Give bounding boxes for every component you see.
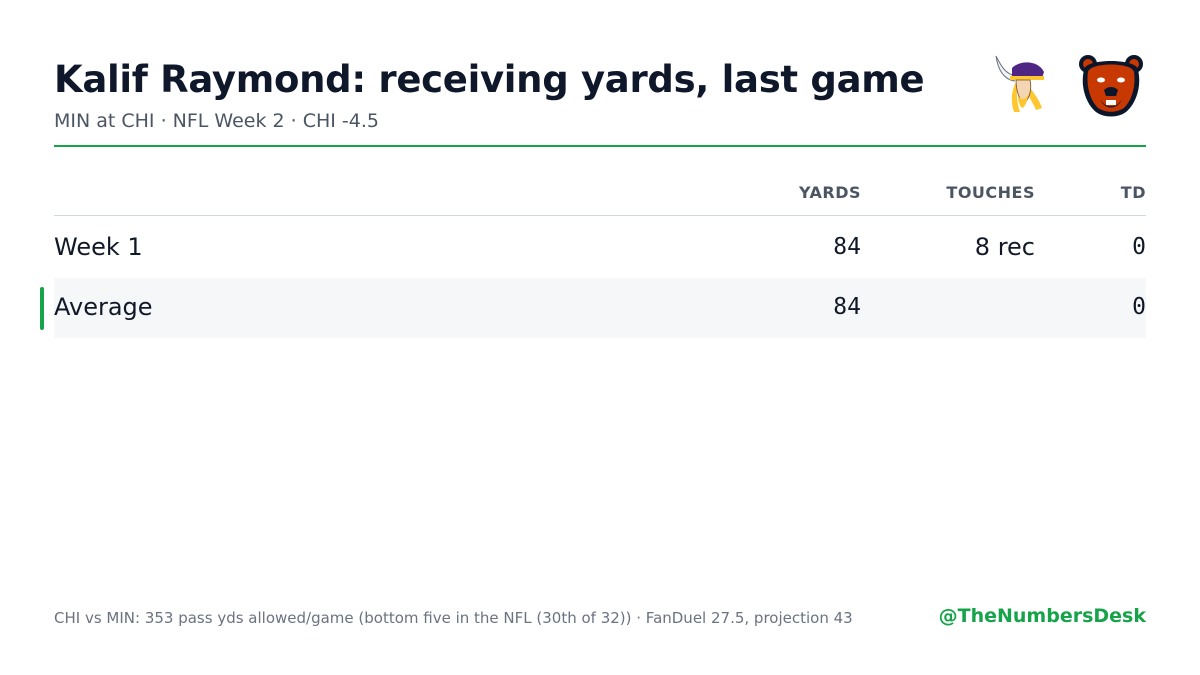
column-header-touches: TOUCHES	[946, 183, 1035, 202]
touches-value: 8 rec	[974, 233, 1035, 261]
title-divider	[54, 145, 1146, 147]
vikings-logo	[995, 55, 1044, 112]
bears-logo	[1079, 55, 1143, 117]
yards-value: 84	[833, 294, 861, 320]
team-logos	[986, 50, 1146, 120]
page-title: Kalif Raymond: receiving yards, last gam…	[54, 58, 925, 101]
footer-note: CHI vs MIN: 353 pass yds allowed/game (b…	[54, 609, 853, 627]
matchup-subtitle: MIN at CHI · NFL Week 2 · CHI -4.5	[54, 110, 379, 132]
column-header-td: TD	[1120, 183, 1146, 202]
column-header-yards: YARDS	[798, 183, 861, 202]
table-row-average: Average 84 0	[40, 278, 1146, 338]
stat-card: Kalif Raymond: receiving yards, last gam…	[40, 0, 1146, 675]
row-label: Average	[54, 293, 153, 321]
td-value: 0	[1132, 294, 1146, 320]
header-divider	[54, 215, 1146, 216]
row-label: Week 1	[54, 233, 143, 261]
account-handle: @TheNumbersDesk	[938, 605, 1146, 627]
table-row-week-1: Week 1 84 8 rec 0	[54, 218, 1146, 278]
yards-value: 84	[833, 234, 861, 260]
highlight-accent-bar	[40, 287, 44, 330]
td-value: 0	[1132, 234, 1146, 260]
